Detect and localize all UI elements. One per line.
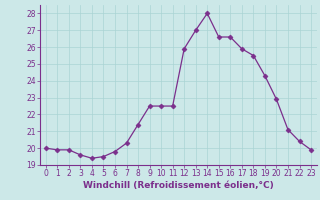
X-axis label: Windchill (Refroidissement éolien,°C): Windchill (Refroidissement éolien,°C) — [83, 181, 274, 190]
